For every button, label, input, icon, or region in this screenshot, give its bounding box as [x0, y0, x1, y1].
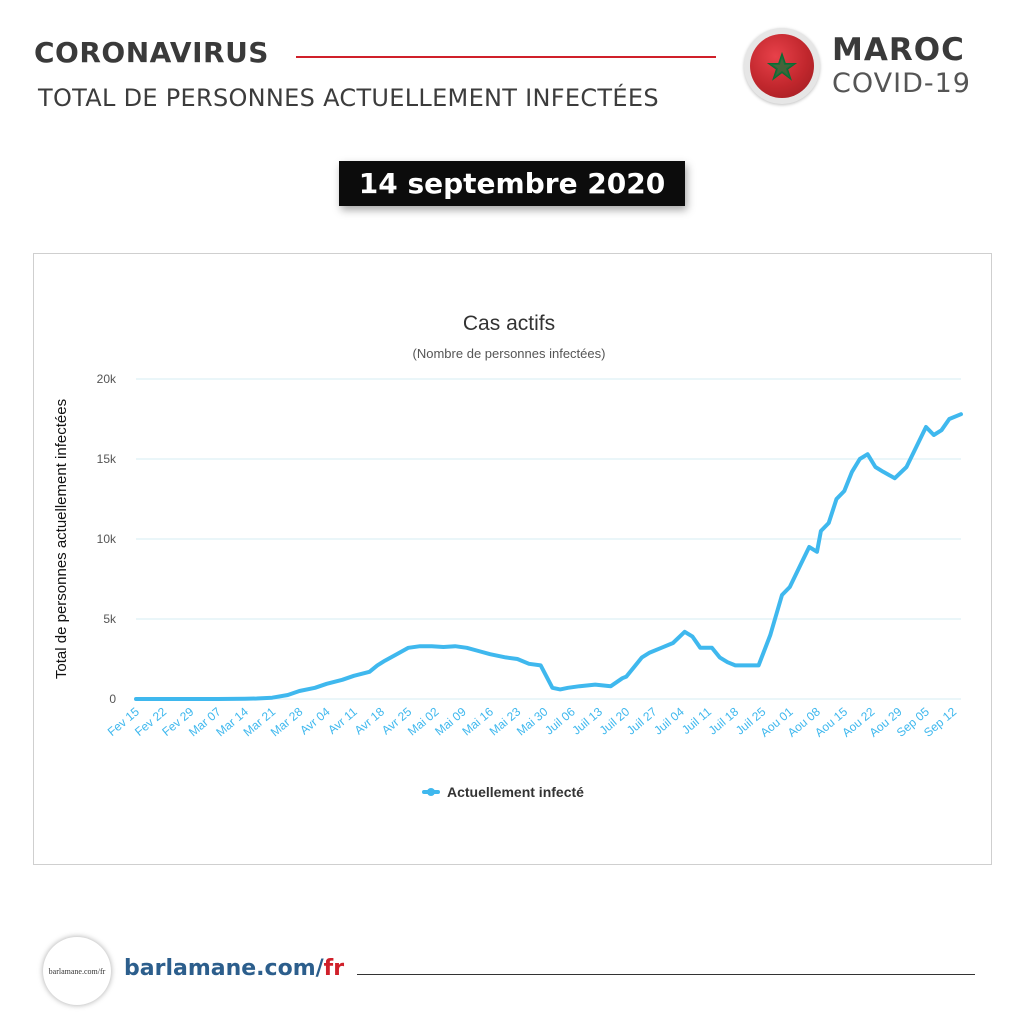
- x-tick-label: Mai 30: [514, 704, 551, 738]
- x-tick-label: Juil 06: [542, 704, 578, 737]
- morocco-flag-icon: [744, 28, 820, 104]
- header-subtitle: TOTAL DE PERSONNES ACTUELLEMENT INFECTÉE…: [38, 84, 659, 112]
- footer-divider: [357, 974, 975, 975]
- series-line-actuellement-infecte: [134, 412, 963, 701]
- y-tick-label: 0: [109, 692, 116, 706]
- x-tick-label: Avr 18: [352, 704, 388, 737]
- footer-url-accent: fr: [323, 956, 345, 981]
- country-name: MAROC: [832, 32, 965, 68]
- x-tick-label: Mar 28: [268, 704, 306, 739]
- date-banner: 14 septembre 2020: [339, 161, 685, 206]
- y-axis-label: Total de personnes actuellement infectée…: [53, 399, 70, 679]
- country-subtitle: COVID-19: [832, 68, 971, 99]
- legend-marker: [427, 788, 435, 796]
- x-tick-label: Juil 04: [651, 704, 687, 737]
- y-tick-label: 10k: [97, 532, 117, 546]
- chart-title: Cas actifs: [463, 312, 555, 335]
- chart-panel: Cas actifs (Nombre de personnes infectées…: [33, 253, 992, 865]
- footer-logo-text: barlamane.com/fr: [48, 966, 106, 976]
- chart-svg: Cas actifs (Nombre de personnes infectées…: [53, 312, 963, 800]
- x-tick-label: Juil 18: [706, 704, 742, 737]
- x-tick-label: Juil 13: [569, 704, 605, 737]
- y-tick-label: 20k: [97, 372, 117, 386]
- x-tick-label: Avr 04: [297, 704, 333, 737]
- footer-url[interactable]: barlamane.com/fr: [124, 956, 344, 981]
- x-tick-label: Juil 20: [597, 704, 633, 737]
- chart-subtitle: (Nombre de personnes infectées): [413, 346, 606, 361]
- y-tick-label: 15k: [97, 452, 117, 466]
- legend-label: Actuellement infecté: [447, 784, 584, 800]
- header-divider: [296, 56, 716, 58]
- footer-logo: barlamane.com/fr: [43, 937, 111, 1005]
- footer-url-main: barlamane.com/: [124, 956, 324, 981]
- x-tick-label: Juil 27: [624, 704, 660, 737]
- y-tick-label: 5k: [103, 612, 117, 626]
- header-title: CORONAVIRUS: [34, 36, 269, 69]
